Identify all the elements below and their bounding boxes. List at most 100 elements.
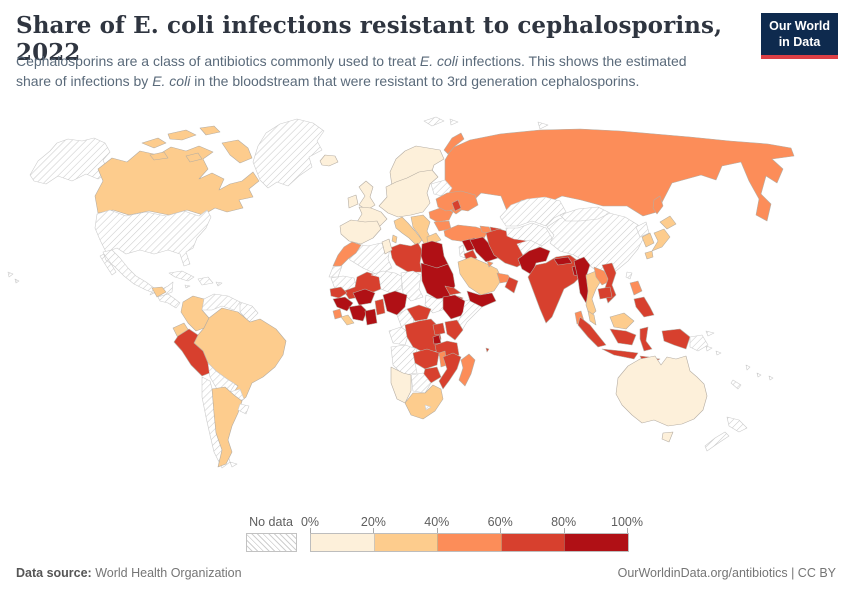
country-united-states[interactable] xyxy=(94,209,212,267)
country-new-caledonia[interactable] xyxy=(730,379,742,390)
country-yemen[interactable] xyxy=(466,290,497,308)
country-kuwait[interactable] xyxy=(486,260,494,268)
country-philippines-south[interactable] xyxy=(633,296,655,318)
country-russia[interactable] xyxy=(444,128,795,222)
credit-divider: | xyxy=(787,566,798,580)
country-central-asia[interactable] xyxy=(505,222,553,247)
country-canada[interactable] xyxy=(94,145,260,216)
country-new-zealand[interactable] xyxy=(704,416,748,452)
legend-bin-60-80[interactable] xyxy=(501,534,566,551)
country-puerto-rico[interactable] xyxy=(215,281,223,287)
country-botswana[interactable] xyxy=(410,372,432,394)
country-iceland[interactable] xyxy=(319,154,339,167)
country-kenya[interactable] xyxy=(444,319,464,341)
legend-bin-20-40[interactable] xyxy=(374,534,439,551)
country-niger[interactable] xyxy=(370,270,404,294)
country-falkland-islands[interactable] xyxy=(229,461,238,468)
country-greenland[interactable] xyxy=(252,118,325,189)
country-madagascar[interactable] xyxy=(458,353,476,387)
country-canada-arctic-islands[interactable] xyxy=(141,125,253,164)
country-hawaii[interactable] xyxy=(7,271,20,284)
country-mozambique[interactable] xyxy=(438,352,462,390)
country-france[interactable] xyxy=(356,206,388,227)
legend-tick-mark xyxy=(373,528,375,533)
map-legend: No data 0% 20% 40% 60% 80% 100% xyxy=(0,514,850,554)
country-liberia[interactable] xyxy=(340,314,355,326)
country-ghana[interactable] xyxy=(364,308,378,326)
country-central-america[interactable] xyxy=(157,293,181,309)
owid-logo[interactable]: Our World in Data xyxy=(761,13,838,60)
country-united-kingdom[interactable] xyxy=(358,180,376,211)
country-saudi-arabia[interactable] xyxy=(457,256,503,296)
legend-no-data-swatch[interactable] xyxy=(246,533,297,552)
country-india[interactable] xyxy=(527,254,581,324)
country-cuba[interactable] xyxy=(168,270,195,282)
country-svalbard[interactable] xyxy=(423,116,459,127)
country-cambodia[interactable] xyxy=(597,286,613,300)
country-tasmania[interactable] xyxy=(661,431,674,443)
country-venezuela[interactable] xyxy=(201,293,241,311)
country-south-korea[interactable] xyxy=(641,232,655,248)
country-angola[interactable] xyxy=(390,344,418,376)
country-central-europe[interactable] xyxy=(378,169,439,218)
country-uruguay[interactable] xyxy=(237,403,250,415)
country-eritrea[interactable] xyxy=(444,285,462,296)
country-mongolia[interactable] xyxy=(559,206,611,222)
country-novaya-zemlya[interactable] xyxy=(443,132,465,155)
country-moldova[interactable] xyxy=(451,199,462,212)
country-jamaica[interactable] xyxy=(184,284,191,289)
country-libya[interactable] xyxy=(389,242,423,273)
country-north-korea[interactable] xyxy=(635,221,650,238)
legend-bin-0-20[interactable] xyxy=(311,534,375,551)
country-comoros[interactable] xyxy=(485,347,490,353)
country-sakhalin[interactable] xyxy=(652,195,664,215)
country-argentina[interactable] xyxy=(211,386,243,468)
credit-link[interactable]: OurWorldinData.org/antibiotics xyxy=(617,566,788,580)
country-solomon-islands[interactable] xyxy=(705,345,722,356)
country-alaska[interactable] xyxy=(29,137,111,185)
country-guyanas[interactable] xyxy=(239,301,259,323)
country-hispaniola[interactable] xyxy=(197,276,214,286)
country-mexico[interactable] xyxy=(99,249,174,297)
country-papua-new-guinea[interactable] xyxy=(689,330,715,352)
country-japan[interactable] xyxy=(644,215,677,260)
country-gabon-congo[interactable] xyxy=(388,326,410,346)
legend-bin-80-100[interactable] xyxy=(565,534,628,551)
country-lebanon-israel[interactable] xyxy=(458,244,466,259)
country-lesotho[interactable] xyxy=(424,404,432,411)
country-sierra-leone[interactable] xyxy=(332,308,343,320)
country-arctic-islands[interactable] xyxy=(537,121,549,130)
country-australia[interactable] xyxy=(615,355,708,427)
country-egypt[interactable] xyxy=(420,240,449,269)
legend-bin-40-60[interactable] xyxy=(438,534,502,551)
country-south-africa[interactable] xyxy=(404,384,444,420)
country-pakistan[interactable] xyxy=(517,246,551,276)
country-togo-benin[interactable] xyxy=(374,298,386,316)
country-bolivia[interactable] xyxy=(207,362,236,393)
country-vanuatu-fiji[interactable] xyxy=(745,364,774,381)
credit-line: OurWorldinData.org/antibiotics | CC BY xyxy=(618,566,836,580)
country-malaysia[interactable] xyxy=(587,310,635,330)
country-philippines-north[interactable] xyxy=(629,280,643,296)
country-nepal[interactable] xyxy=(553,256,573,266)
subtitle-line-1: Cephalosporins are a class of antibiotic… xyxy=(16,53,687,69)
country-indonesia[interactable] xyxy=(577,316,691,363)
country-cote-divoire[interactable] xyxy=(348,304,368,322)
country-central-african-republic[interactable] xyxy=(406,304,432,322)
country-ireland[interactable] xyxy=(347,194,359,209)
country-guatemala-belize[interactable] xyxy=(151,286,167,298)
country-oman[interactable] xyxy=(504,276,519,294)
country-nigeria[interactable] xyxy=(382,290,408,316)
country-tunisia[interactable] xyxy=(381,238,393,255)
world-map xyxy=(7,116,795,469)
country-taiwan[interactable] xyxy=(625,271,633,280)
country-morocco[interactable] xyxy=(332,241,362,267)
country-burkina-faso[interactable] xyxy=(352,288,376,306)
country-uganda[interactable] xyxy=(432,322,446,336)
country-spain-portugal[interactable] xyxy=(339,219,382,245)
country-zambia[interactable] xyxy=(412,348,440,370)
country-senegal[interactable] xyxy=(329,286,348,299)
country-laos[interactable] xyxy=(593,266,611,286)
country-western-sahara[interactable] xyxy=(328,265,343,278)
country-namibia[interactable] xyxy=(390,366,412,404)
